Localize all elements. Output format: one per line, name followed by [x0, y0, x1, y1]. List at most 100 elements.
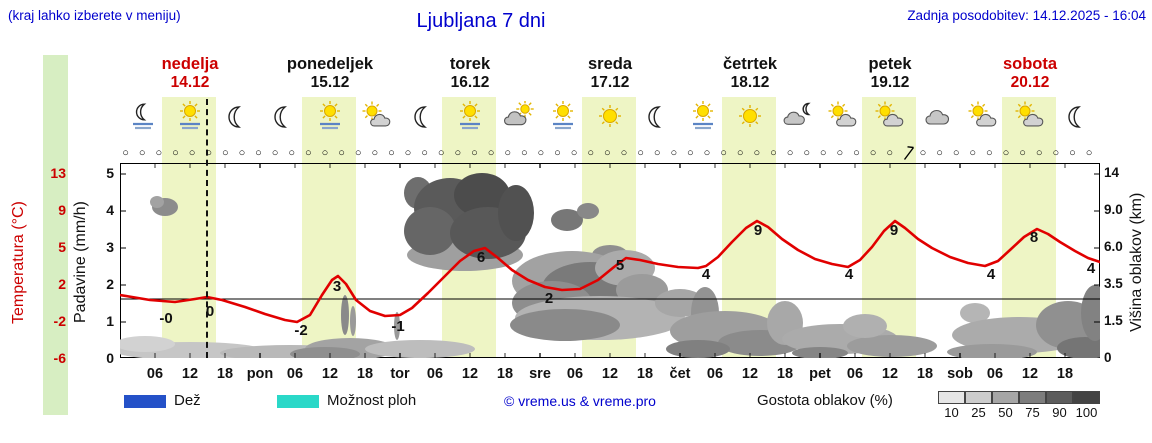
- calm-wind-icon: ○: [138, 147, 146, 159]
- calm-wind-icon: ○: [554, 147, 561, 159]
- time-tick: 06: [426, 366, 444, 382]
- calm-wind-icon: ○: [520, 147, 528, 159]
- cloud-sun-icon: [499, 100, 535, 133]
- calm-wind-icon: ○: [1052, 147, 1060, 159]
- density-scale-cell: 10: [938, 391, 965, 420]
- time-tick: 12: [601, 366, 619, 382]
- calm-wind-icon: ○: [305, 147, 312, 159]
- time-tick: pon: [246, 366, 274, 382]
- density-scale-cell: 25: [965, 391, 992, 420]
- sun-cloud-icon: [872, 101, 908, 133]
- calm-wind-icon: ○: [803, 147, 810, 159]
- calm-wind-icon: ○: [487, 147, 495, 159]
- calm-wind-icon: ○: [122, 147, 129, 159]
- calm-wind-icon: ○: [155, 147, 163, 159]
- calm-wind-icon: ○: [886, 147, 894, 159]
- sun-cloud-icon: [965, 101, 1001, 133]
- time-tick: pet: [809, 366, 831, 382]
- temp-tick: -6: [53, 350, 66, 366]
- cloud-tick: 0: [1104, 350, 1112, 365]
- calm-wind-icon: ○: [653, 147, 661, 159]
- time-tick: čet: [669, 366, 691, 382]
- moon-icon: [265, 101, 301, 133]
- calm-wind-icon: ○: [853, 147, 860, 159]
- time-tick: 12: [321, 366, 339, 382]
- time-tick: 12: [881, 366, 899, 382]
- temp-tick: 9: [58, 202, 66, 218]
- moon-icon: [219, 101, 255, 133]
- calm-wind-icon: ○: [404, 147, 412, 159]
- temp-tick: 13: [50, 165, 66, 181]
- time-tick: 18: [916, 366, 934, 382]
- calm-wind-icon: ○: [753, 147, 761, 159]
- time-tick: 12: [741, 366, 759, 382]
- calm-wind-icon: ○: [736, 147, 744, 159]
- cloud-tick: 1.5: [1104, 313, 1123, 328]
- time-tick: sre: [529, 366, 551, 382]
- cloud-density-scale: 10 25 50 75 90 100: [938, 391, 1100, 420]
- time-tick: tor: [390, 366, 410, 382]
- time-tick: 18: [1056, 366, 1074, 382]
- calm-wind-icon: ○: [986, 147, 993, 159]
- precip-tick: 0: [106, 350, 114, 366]
- calm-wind-icon: ○: [1069, 147, 1076, 159]
- calm-wind-icon: ○: [604, 147, 611, 159]
- calm-wind-icon: ○: [437, 147, 445, 159]
- calm-wind-icon: ○: [670, 147, 678, 159]
- calm-wind-icon: ○: [454, 147, 462, 159]
- sun-icon: [592, 101, 628, 133]
- menu-hint: (kraj lahko izberete v meniju): [8, 8, 181, 23]
- calm-wind-icon: ○: [969, 147, 977, 159]
- calm-wind-icon: ○: [421, 147, 428, 159]
- plot-area: [120, 163, 1100, 358]
- calm-wind-icon: ○: [819, 147, 827, 159]
- time-tick: 18: [216, 366, 234, 382]
- calm-wind-icon: ○: [205, 147, 212, 159]
- calm-wind-icon: ○: [1085, 147, 1093, 159]
- calm-wind-icon: ○: [637, 147, 644, 159]
- last-update: Zadnja posodobitev: 14.12.2025 - 16:04: [907, 8, 1146, 23]
- time-tick: 18: [356, 366, 374, 382]
- calm-wind-icon: ○: [836, 147, 844, 159]
- calm-wind-icon: ○: [770, 147, 777, 159]
- density-scale-cell: 75: [1019, 391, 1046, 420]
- copyright-link[interactable]: © vreme.us & vreme.pro: [504, 393, 656, 409]
- calm-wind-icon: ○: [786, 147, 794, 159]
- cloud-icon: [919, 101, 955, 133]
- precipitation-axis-title: Padavine (mm/h): [72, 201, 89, 324]
- calm-wind-icon: ○: [869, 147, 877, 159]
- calm-wind-icon: ○: [504, 147, 511, 159]
- calm-wind-icon: ○: [238, 147, 246, 159]
- cloud-height-axis-title: Višina oblakov (km): [1128, 192, 1145, 333]
- calm-wind-icon: ○: [537, 147, 545, 159]
- calm-wind-icon: ○: [1002, 147, 1010, 159]
- temperature-scale-strip: [43, 55, 68, 415]
- time-tick: 06: [846, 366, 864, 382]
- time-tick: 18: [496, 366, 514, 382]
- day-header-nedelja: nedelja 14.12: [161, 55, 219, 91]
- calm-wind-icon: ○: [221, 147, 229, 159]
- calm-wind-icon: ○: [388, 147, 395, 159]
- showers-legend-label: Možnost ploh: [327, 392, 417, 409]
- calm-wind-icon: ○: [172, 147, 179, 159]
- time-tick: 12: [461, 366, 479, 382]
- sun-cloud-icon: [359, 101, 395, 133]
- sun-fog-icon: [685, 101, 721, 133]
- time-tick: sob: [947, 366, 973, 382]
- temp-tick: -2: [53, 313, 66, 329]
- calm-wind-icon: ○: [338, 147, 345, 159]
- moon-icon: [1059, 101, 1095, 133]
- calm-wind-icon: ○: [188, 147, 196, 159]
- cloud-moon-icon: [779, 101, 815, 133]
- time-tick: 06: [146, 366, 164, 382]
- day-header-petek: petek 19.12: [868, 55, 912, 91]
- calm-wind-icon: ○: [255, 147, 262, 159]
- calm-wind-icon: ○: [570, 147, 578, 159]
- sun-cloud-icon: [1012, 101, 1048, 133]
- moon-icon: [639, 101, 675, 133]
- sun-cloud-icon: [825, 101, 861, 133]
- time-tick: 06: [286, 366, 304, 382]
- current-time-line: [206, 99, 208, 358]
- day-header-ponedeljek: ponedeljek 15.12: [286, 55, 374, 91]
- time-tick: 06: [706, 366, 724, 382]
